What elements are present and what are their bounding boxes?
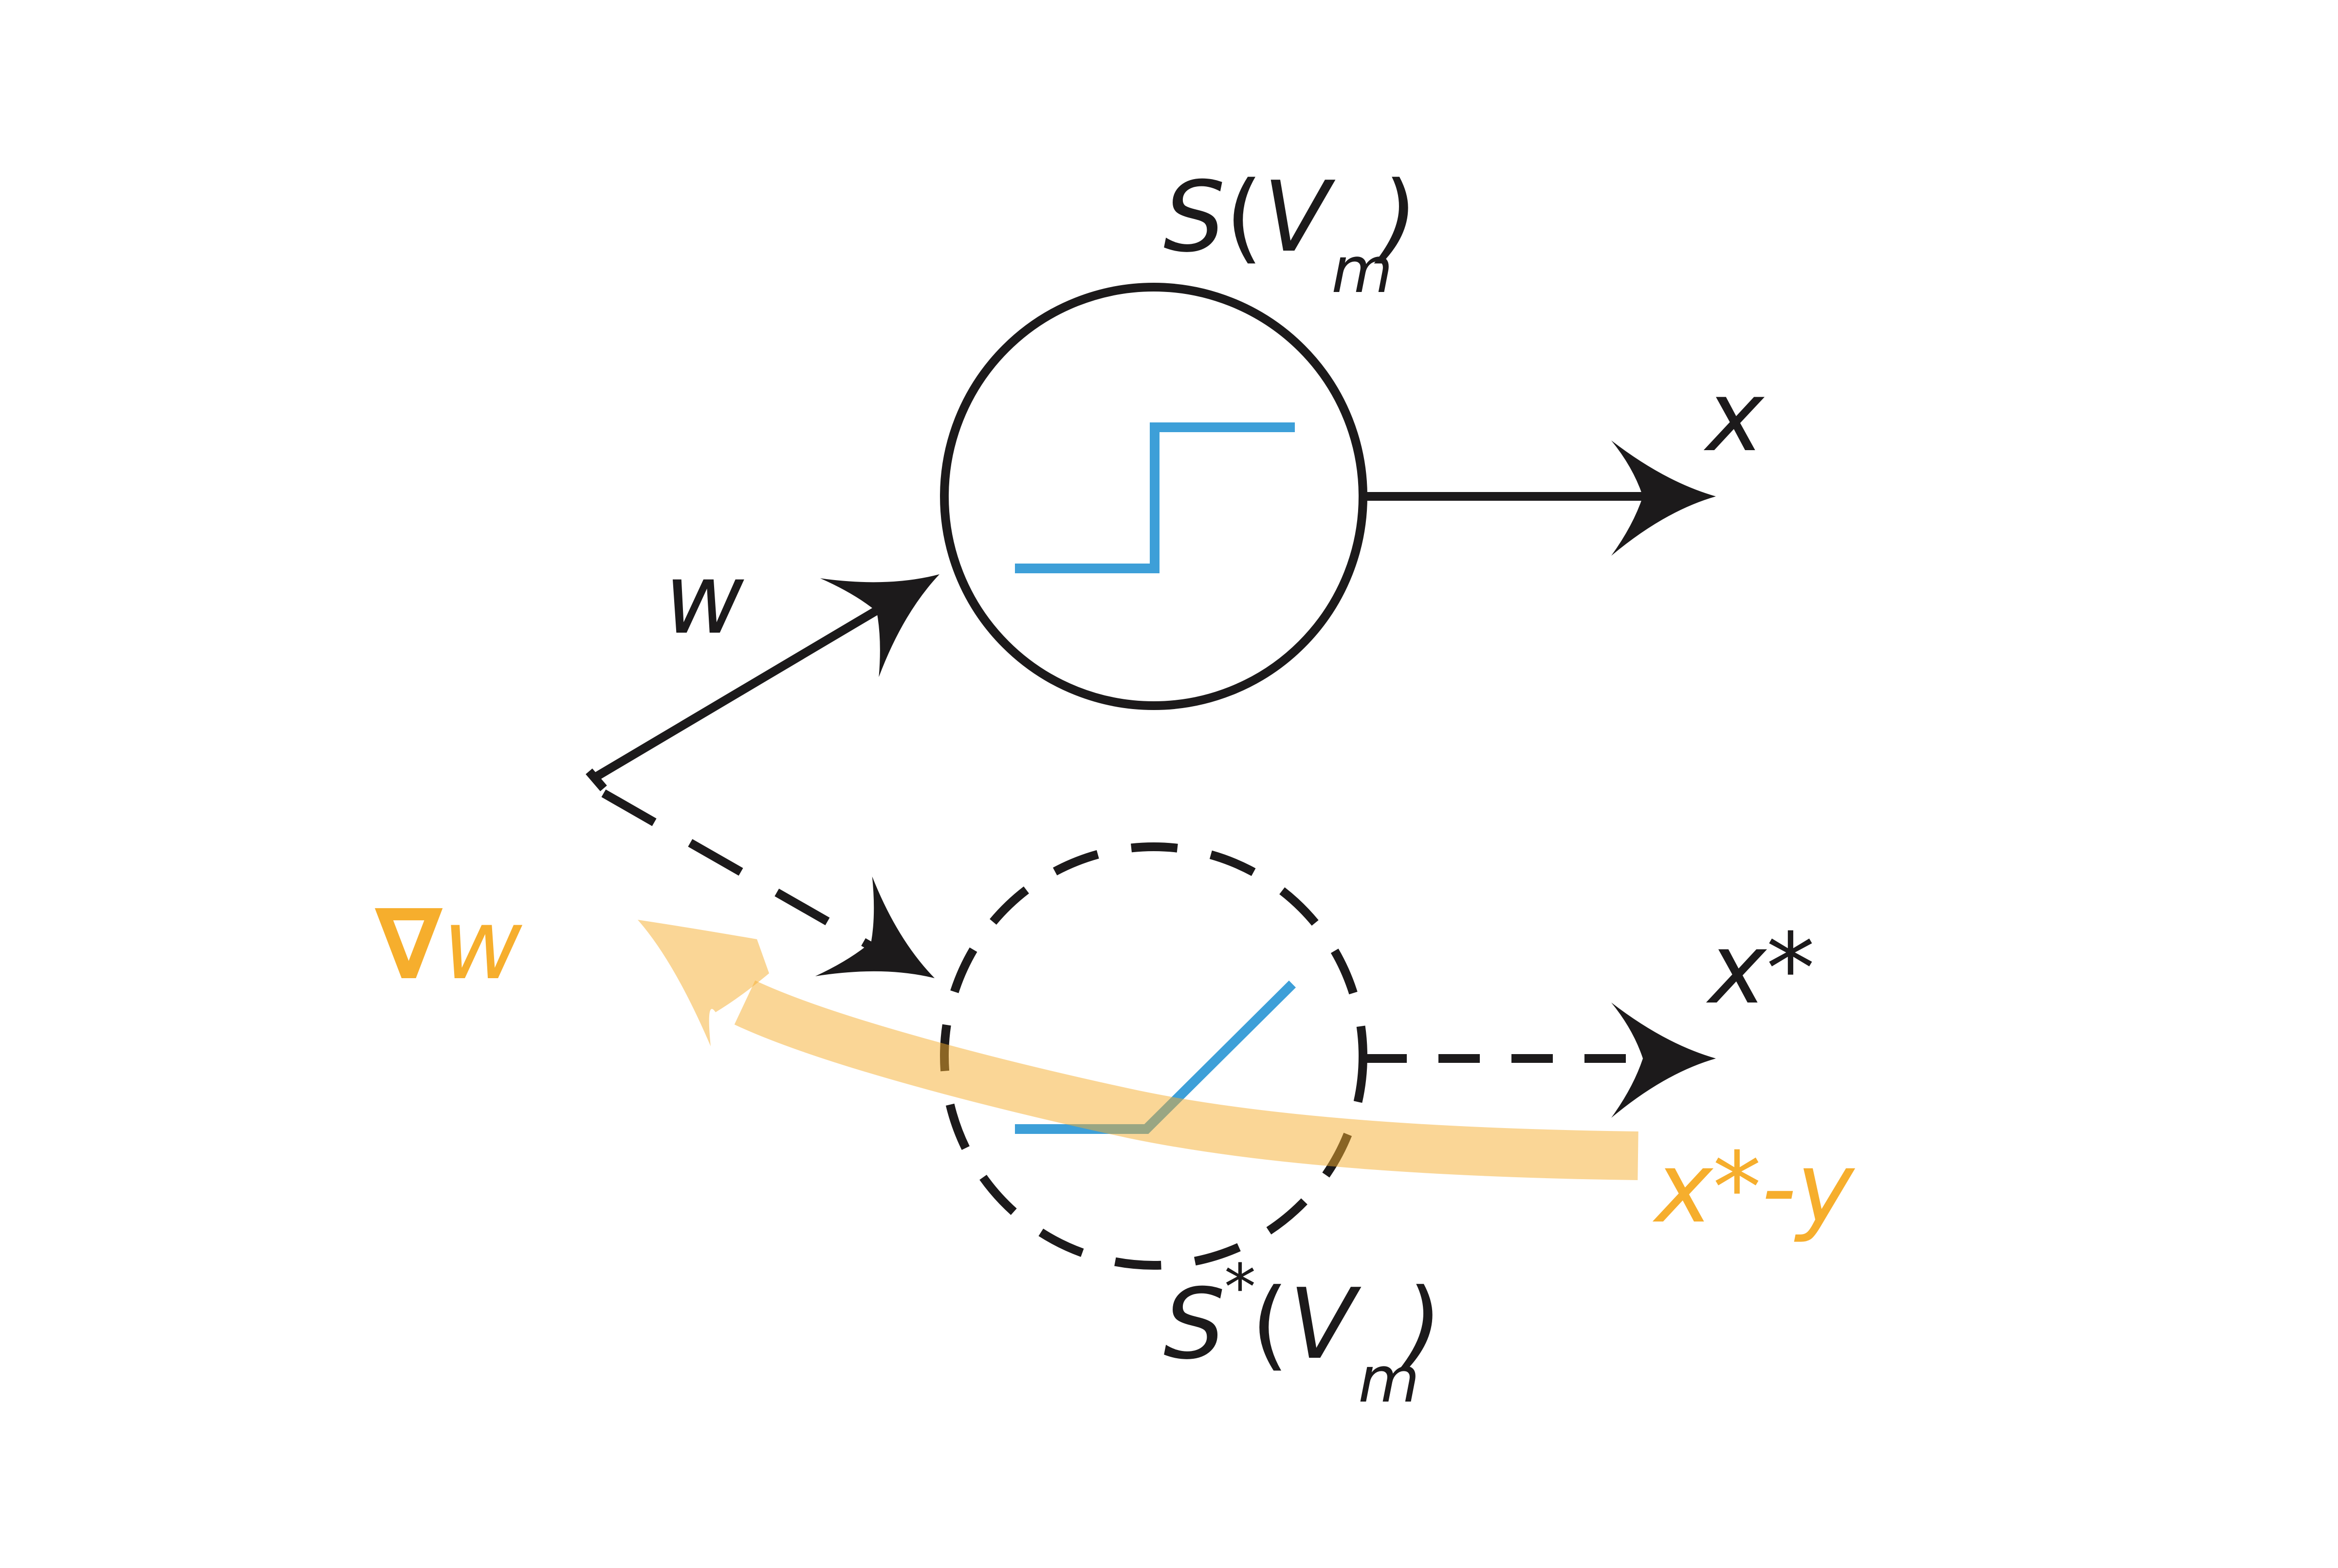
input-node-tick [586,768,607,791]
surrogate-input-dashed-line [601,789,874,950]
surrogate-neuron-label-close: ) [1398,1268,1442,1381]
surrogate-neuron-label-superscript: * [1224,1250,1256,1324]
surrogate-neuron-label-subscript: m [1358,1343,1420,1417]
gradient-band [734,980,1638,1180]
neuron-label: S(V [1163,161,1336,274]
neuron-label-subscript: m [1331,233,1393,307]
surrogate-output-label: x* [1706,912,1815,1026]
weight-label: w [664,543,744,656]
surrogate-neuron-label-body: (V [1251,1268,1362,1381]
neuron-circle [940,283,1367,710]
weight-arrowhead-icon [820,574,939,677]
surrogate-neuron-label: S [1163,1268,1225,1381]
surrogate-neuron-circle [940,842,1367,1270]
weight-arrow-line [590,607,879,783]
error-label: x*-y [1652,1131,1856,1245]
output-arrowhead-icon [1611,440,1716,556]
surrogate-input-arrowhead-icon [815,876,935,978]
output-label: x [1703,360,1765,474]
step-function-icon [1015,422,1295,573]
surrogate-output-arrowhead-icon [1611,1003,1716,1118]
gradient-arrowhead-icon [638,920,769,1046]
gradient-weight-label: ∇w [375,888,522,1002]
neuron-label-close: ) [1374,161,1418,274]
